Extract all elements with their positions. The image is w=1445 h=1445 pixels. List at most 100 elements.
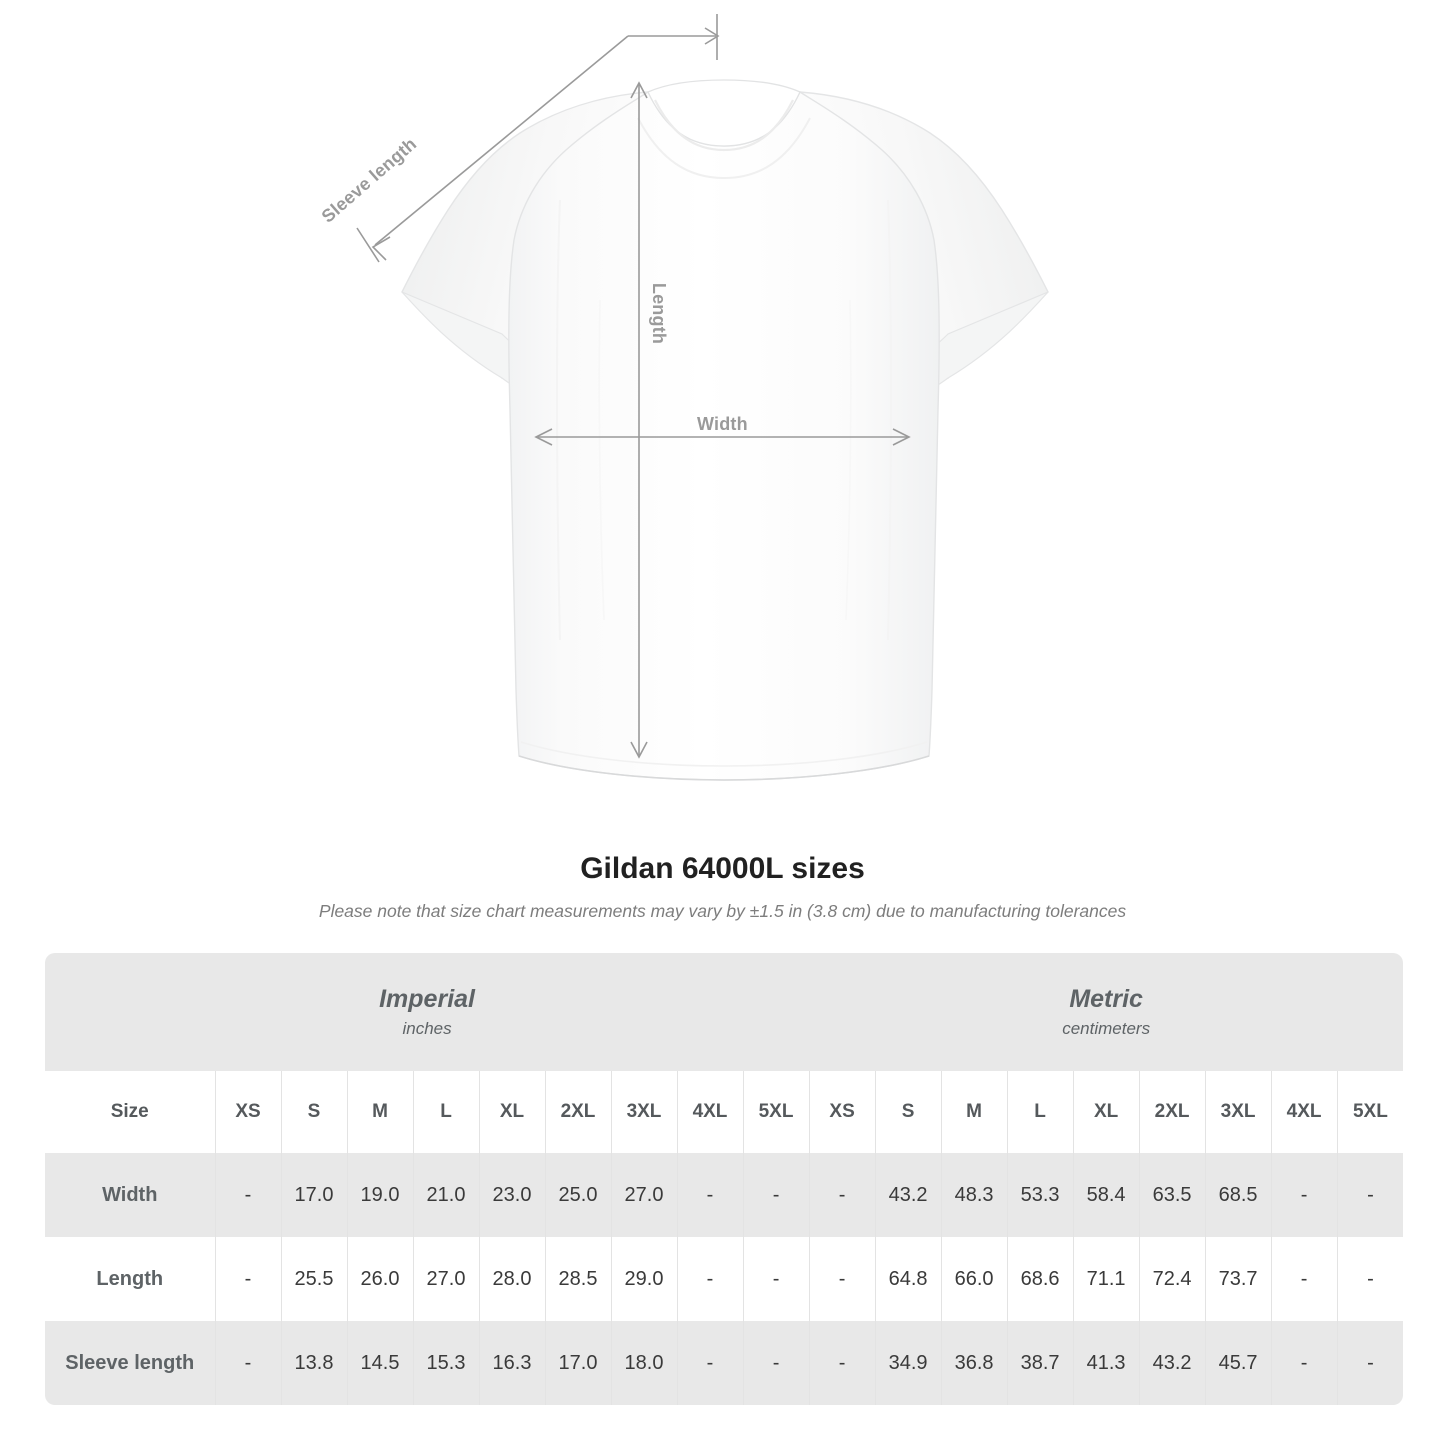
header-imperial-5xl: 5XL <box>742 1071 810 1153</box>
header-imperial-2xl: 2XL <box>544 1071 611 1153</box>
cell-width-metric-2xl: 63.5 <box>1138 1153 1206 1237</box>
cell-length-metric-s: 64.8 <box>874 1237 942 1321</box>
sleeve-tick-left <box>356 227 380 263</box>
cell-width-imperial-3xl: 27.0 <box>610 1153 677 1237</box>
cell-sleeve-metric-m: 36.8 <box>940 1321 1008 1405</box>
header-imperial-4xl: 4XL <box>676 1071 743 1153</box>
header-metric-3xl: 3XL <box>1204 1071 1272 1153</box>
header-metric-5xl: 5XL <box>1336 1071 1404 1153</box>
fold-right <box>887 199 892 641</box>
sleeve-arrow-head-left <box>371 236 391 261</box>
table-row: Length - 25.5 26.0 27.0 28.0 28.5 29.0 -… <box>45 1237 1404 1321</box>
cell-sleeve-imperial-3xl: 18.0 <box>610 1321 677 1405</box>
cell-sleeve-imperial-4xl: - <box>676 1321 743 1405</box>
cell-sleeve-imperial-5xl: - <box>742 1321 810 1405</box>
cell-width-metric-5xl: - <box>1336 1153 1404 1237</box>
cell-width-imperial-xs: - <box>214 1153 281 1237</box>
header-imperial-3xl: 3XL <box>610 1071 677 1153</box>
cell-sleeve-metric-2xl: 43.2 <box>1138 1321 1206 1405</box>
fold-left-2 <box>598 299 605 621</box>
length-arrow-head-top <box>630 81 648 99</box>
header-metric-xs: XS <box>808 1071 876 1153</box>
size-header-row: Size XS S M L XL 2XL 3XL 4XL 5XL XS S M … <box>45 1071 1404 1153</box>
cell-width-imperial-5xl: - <box>742 1153 810 1237</box>
cell-length-metric-xl: 71.1 <box>1072 1237 1140 1321</box>
cell-width-imperial-4xl: - <box>676 1153 743 1237</box>
cell-length-metric-2xl: 72.4 <box>1138 1237 1206 1321</box>
cell-sleeve-imperial-s: 13.8 <box>280 1321 347 1405</box>
header-imperial-xs: XS <box>214 1071 281 1153</box>
unit-sub-metric: centimeters <box>1062 1018 1151 1038</box>
collar <box>647 79 801 147</box>
cell-width-metric-xs: - <box>808 1153 876 1237</box>
cell-length-metric-4xl: - <box>1270 1237 1338 1321</box>
cell-sleeve-imperial-2xl: 17.0 <box>544 1321 611 1405</box>
header-metric-4xl: 4XL <box>1270 1071 1338 1153</box>
cell-sleeve-imperial-xs: - <box>214 1321 281 1405</box>
width-arrow-head-left <box>534 428 553 446</box>
header-metric-m: M <box>940 1071 1008 1153</box>
cell-width-metric-4xl: - <box>1270 1153 1338 1237</box>
unit-sub-imperial: inches <box>402 1018 452 1038</box>
cell-sleeve-imperial-m: 14.5 <box>346 1321 413 1405</box>
cell-width-metric-xl: 58.4 <box>1072 1153 1140 1237</box>
cell-length-metric-xs: - <box>808 1237 876 1321</box>
header-metric-l: L <box>1006 1071 1074 1153</box>
cell-width-imperial-2xl: 25.0 <box>544 1153 611 1237</box>
page-title: Gildan 64000L sizes <box>580 852 865 885</box>
cell-sleeve-imperial-l: 15.3 <box>412 1321 479 1405</box>
size-chart-table: Imperial inches Metric centimeters Size … <box>45 953 1404 1405</box>
header-imperial-l: L <box>412 1071 479 1153</box>
table-row: Sleeve length - 13.8 14.5 15.3 16.3 17.0… <box>45 1321 1404 1405</box>
fold-right-2 <box>845 299 852 621</box>
tolerance-note: Please note that size chart measurements… <box>318 901 1127 921</box>
cell-length-imperial-3xl: 29.0 <box>610 1237 677 1321</box>
cell-sleeve-metric-xl: 41.3 <box>1072 1321 1140 1405</box>
header-size: Size <box>45 1071 215 1153</box>
unit-name-metric: Metric <box>1069 984 1143 1013</box>
cell-length-metric-m: 66.0 <box>940 1237 1008 1321</box>
width-label: Width <box>697 414 748 434</box>
cell-sleeve-metric-3xl: 45.7 <box>1204 1321 1272 1405</box>
unit-banner-row: Imperial inches Metric centimeters <box>45 953 1404 1071</box>
cell-width-imperial-m: 19.0 <box>346 1153 413 1237</box>
header-imperial-m: M <box>346 1071 413 1153</box>
cell-length-imperial-m: 26.0 <box>346 1237 413 1321</box>
fold-left <box>556 199 561 641</box>
cell-sleeve-metric-l: 38.7 <box>1006 1321 1074 1405</box>
cell-length-imperial-s: 25.5 <box>280 1237 347 1321</box>
length-label: Length <box>649 282 670 345</box>
length-arrow-head-bottom <box>630 741 648 759</box>
cell-sleeve-metric-xs: - <box>808 1321 876 1405</box>
header-metric-s: S <box>874 1071 942 1153</box>
cell-length-metric-l: 68.6 <box>1006 1237 1074 1321</box>
cell-width-metric-l: 53.3 <box>1006 1153 1074 1237</box>
cell-sleeve-metric-s: 34.9 <box>874 1321 942 1405</box>
cell-width-metric-3xl: 68.5 <box>1204 1153 1272 1237</box>
sleeve-arrow-head-right <box>704 27 720 45</box>
unit-name-imperial: Imperial <box>379 984 475 1013</box>
cell-length-imperial-xl: 28.0 <box>478 1237 545 1321</box>
cell-length-imperial-4xl: - <box>676 1237 743 1321</box>
unit-cell-metric: Metric centimeters <box>809 953 1404 1071</box>
header-metric-xl: XL <box>1072 1071 1140 1153</box>
row-label-length: Length <box>45 1237 215 1321</box>
cell-width-imperial-l: 21.0 <box>412 1153 479 1237</box>
header-imperial-xl: XL <box>478 1071 545 1153</box>
cell-length-metric-3xl: 73.7 <box>1204 1237 1272 1321</box>
cell-length-imperial-2xl: 28.5 <box>544 1237 611 1321</box>
tshirt-diagram: Sleeve length Length Width <box>318 14 1049 781</box>
cell-sleeve-metric-4xl: - <box>1270 1321 1338 1405</box>
cell-length-metric-5xl: - <box>1336 1237 1404 1321</box>
neck-shadow <box>637 117 811 180</box>
cell-width-metric-s: 43.2 <box>874 1153 942 1237</box>
width-arrow-head-right <box>892 428 911 446</box>
collar-inner-seam <box>654 99 794 152</box>
cell-length-imperial-5xl: - <box>742 1237 810 1321</box>
cell-width-imperial-xl: 23.0 <box>478 1153 545 1237</box>
size-chart-table-wrap: Imperial inches Metric centimeters Size … <box>45 953 1404 1405</box>
cell-sleeve-metric-5xl: - <box>1336 1321 1404 1405</box>
row-label-width: Width <box>45 1153 215 1237</box>
bottom-hem-stitch <box>520 741 928 767</box>
shirt-body <box>508 90 940 781</box>
